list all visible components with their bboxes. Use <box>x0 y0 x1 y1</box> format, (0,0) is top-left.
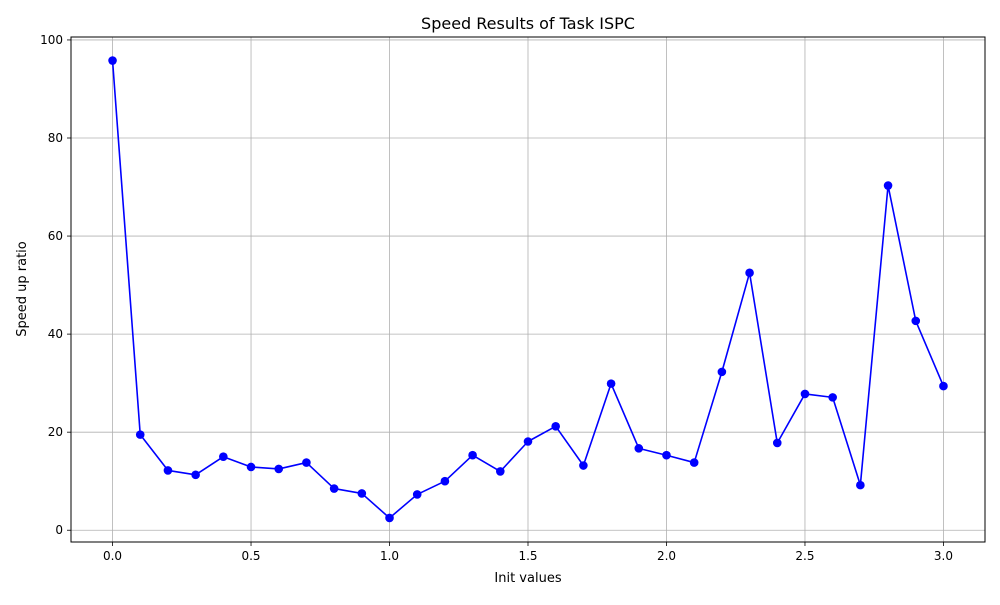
data-point <box>246 462 256 472</box>
data-point <box>385 513 394 523</box>
y-tick-label: 40 <box>48 327 63 341</box>
grid-lines <box>71 37 985 542</box>
data-point <box>800 389 810 399</box>
data-point <box>468 450 477 460</box>
data-point <box>606 379 616 388</box>
y-tick-label: 100 <box>40 33 63 47</box>
data-point <box>219 452 228 461</box>
data-point <box>551 421 560 431</box>
data-point <box>717 367 727 377</box>
data-point <box>911 316 921 326</box>
x-tick-label: 1.0 <box>380 549 399 563</box>
x-tick-label: 1.5 <box>518 549 537 563</box>
data-point <box>108 56 117 65</box>
x-tick-label: 2.0 <box>657 549 676 563</box>
data-point <box>496 467 505 476</box>
data-point <box>302 458 311 467</box>
data-point <box>329 484 339 493</box>
y-tick-label: 0 <box>55 523 63 537</box>
data-point <box>883 181 893 190</box>
data-point <box>357 489 367 498</box>
x-axis-label: Init values <box>494 571 561 586</box>
series-layer <box>108 56 948 523</box>
data-point <box>191 470 200 480</box>
x-tick-label: 2.5 <box>795 549 814 563</box>
data-point <box>689 458 699 467</box>
data-point <box>939 381 948 391</box>
data-point <box>579 461 588 470</box>
data-point <box>634 444 644 453</box>
tick-layer: 0.0 0.5 1.0 1.5 2.0 2.5 3.0 0 20 40 60 80 100 <box>40 33 953 563</box>
data-point <box>828 393 837 402</box>
x-tick-label: 0.5 <box>241 549 260 563</box>
data-point <box>662 450 671 460</box>
x-tick-label: 0.0 <box>103 549 122 563</box>
y-axis-label: Speed up ratio <box>15 241 30 337</box>
data-point <box>163 466 173 475</box>
y-tick-label: 80 <box>48 131 63 145</box>
data-point <box>135 430 145 439</box>
data-point <box>274 464 284 474</box>
data-point <box>440 476 450 486</box>
data-point <box>772 438 782 448</box>
y-tick-label: 60 <box>48 229 63 243</box>
y-tick-label: 20 <box>48 425 63 439</box>
data-point <box>745 268 754 278</box>
data-point <box>412 490 422 499</box>
data-point <box>523 437 533 446</box>
data-point <box>856 480 865 490</box>
x-tick-label: 3.0 <box>934 549 953 563</box>
chart-title: Speed Results of Task ISPC <box>421 14 635 33</box>
